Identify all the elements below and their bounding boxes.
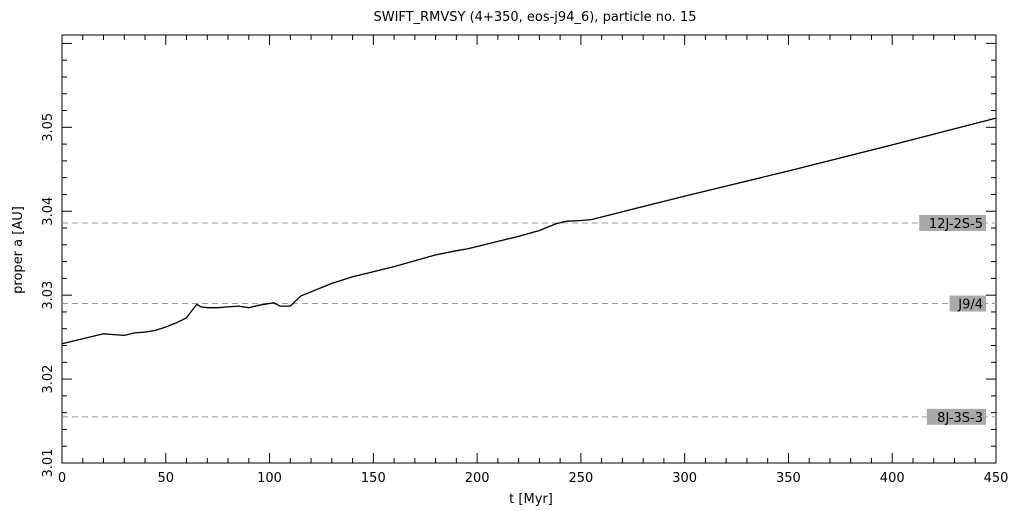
- y-tick-label: 3.04: [41, 197, 56, 226]
- y-axis-title: proper a [AU]: [11, 206, 26, 294]
- x-tick-label: 300: [672, 471, 697, 486]
- y-tick-label: 3.05: [41, 113, 56, 142]
- x-tick-label: 50: [158, 471, 175, 486]
- x-tick-label: 250: [568, 471, 593, 486]
- y-tick-label: 3.01: [41, 449, 56, 478]
- x-tick-label: 200: [465, 471, 490, 486]
- y-tick-label: 3.02: [41, 365, 56, 394]
- x-tick-label: 400: [880, 471, 905, 486]
- plot-area: 0 50 100 150 200 250 300 350 400 450 3.01 3.02 3.03 3…: [41, 34, 1009, 486]
- y-tick-label: 3.03: [41, 281, 56, 310]
- resonance-label: 8J-3S-3: [937, 411, 983, 426]
- x-tick-label: 150: [361, 471, 386, 486]
- resonance-label-box: [949, 295, 986, 312]
- chart-title: SWIFT_RMVSY (4+350, eos-j94_6), particle…: [373, 10, 696, 25]
- x-axis-title: t [Myr]: [509, 492, 553, 507]
- resonance-label: 12J-2S-5: [929, 217, 983, 232]
- resonance-label-box: [926, 408, 986, 425]
- series-line: [61, 117, 997, 345]
- x-tick-label: 450: [984, 471, 1009, 486]
- x-tick-label: 100: [257, 471, 282, 486]
- plot-frame: [61, 34, 997, 464]
- x-tick-label: 0: [58, 471, 66, 486]
- x-tick-label: 350: [776, 471, 801, 486]
- resonance-label-box: [919, 214, 986, 231]
- resonance-label: J9/4: [957, 298, 983, 313]
